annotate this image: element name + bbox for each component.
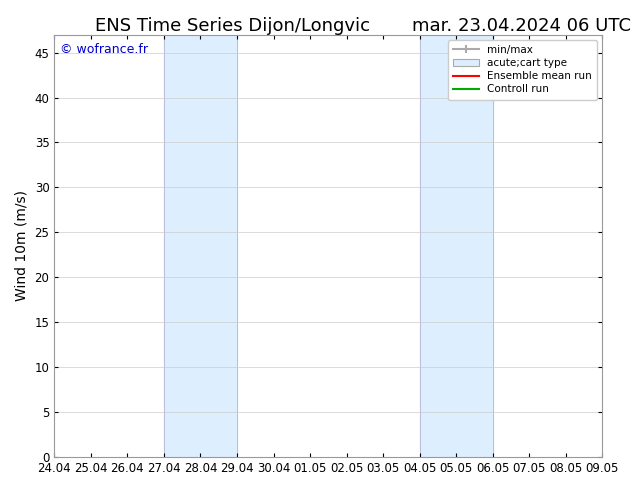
- Text: ENS Time Series Dijon/Longvic: ENS Time Series Dijon/Longvic: [95, 17, 370, 35]
- Bar: [420, 35, 493, 457]
- Legend: min/max, acute;cart type, Ensemble mean run, Controll run: min/max, acute;cart type, Ensemble mean …: [448, 40, 597, 99]
- Text: mar. 23.04.2024 06 UTC: mar. 23.04.2024 06 UTC: [412, 17, 631, 35]
- Text: © wofrance.fr: © wofrance.fr: [60, 43, 148, 56]
- Bar: [164, 35, 237, 457]
- Y-axis label: Wind 10m (m/s): Wind 10m (m/s): [15, 191, 29, 301]
